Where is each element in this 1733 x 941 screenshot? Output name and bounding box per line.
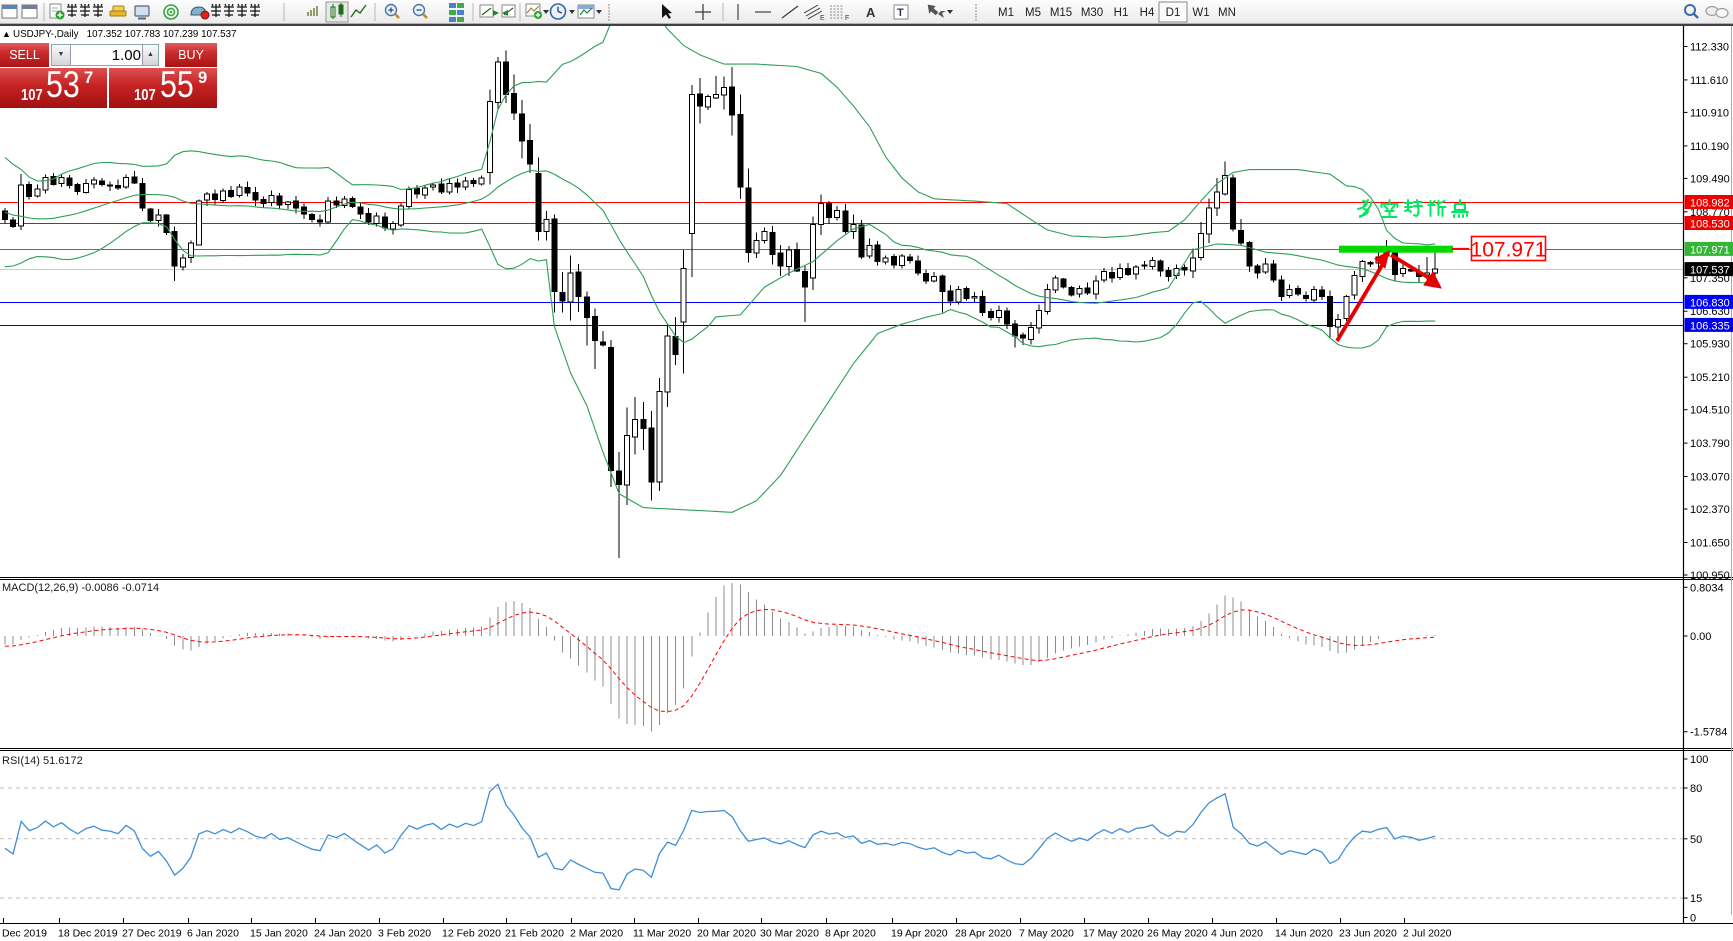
svg-text:4 Jun 2020: 4 Jun 2020	[1211, 928, 1263, 940]
svg-text:E: E	[820, 15, 825, 22]
svg-text:104.510: 104.510	[1690, 405, 1730, 417]
svg-text:103.070: 103.070	[1690, 472, 1730, 484]
svg-text:103.790: 103.790	[1690, 438, 1730, 450]
svg-text:0: 0	[1690, 913, 1696, 925]
svg-text:106.335: 106.335	[1690, 320, 1730, 332]
svg-text:W1: W1	[1192, 7, 1209, 19]
svg-text:105.930: 105.930	[1690, 339, 1730, 351]
svg-text:26 May 2020: 26 May 2020	[1147, 928, 1208, 940]
svg-text:7 May 2020: 7 May 2020	[1019, 928, 1074, 940]
svg-text:102.370: 102.370	[1690, 504, 1730, 516]
svg-text:107.971: 107.971	[1471, 239, 1547, 262]
svg-text:A: A	[866, 5, 876, 20]
svg-text:H4: H4	[1140, 7, 1155, 19]
svg-text:H1: H1	[1114, 7, 1129, 19]
svg-text:112.330: 112.330	[1690, 42, 1729, 54]
svg-text:6 Jan 2020: 6 Jan 2020	[187, 928, 239, 940]
svg-text:107.537: 107.537	[1690, 265, 1730, 277]
svg-text:0.00: 0.00	[1690, 631, 1711, 643]
svg-text:8 Apr 2020: 8 Apr 2020	[825, 928, 876, 940]
svg-text:M5: M5	[1025, 7, 1041, 19]
svg-text:21 Feb 2020: 21 Feb 2020	[505, 928, 564, 940]
svg-text:M30: M30	[1081, 7, 1103, 19]
svg-text:108.530: 108.530	[1690, 219, 1730, 231]
svg-text:110.910: 110.910	[1690, 107, 1729, 119]
svg-text:M1: M1	[998, 7, 1014, 19]
svg-text:MACD(12,26,9) -0.0086 -0.0714: MACD(12,26,9) -0.0086 -0.0714	[2, 582, 159, 594]
svg-text:11 Mar 2020: 11 Mar 2020	[633, 928, 691, 940]
svg-text:18 Dec 2019: 18 Dec 2019	[58, 928, 118, 940]
svg-text:28 Apr 2020: 28 Apr 2020	[955, 928, 1012, 940]
svg-text:111.610: 111.610	[1690, 75, 1728, 87]
svg-text:Dec 2019: Dec 2019	[2, 928, 47, 940]
svg-text:108.982: 108.982	[1690, 198, 1730, 210]
svg-text:2 Jul 2020: 2 Jul 2020	[1403, 928, 1452, 940]
svg-text:100: 100	[1690, 754, 1708, 766]
svg-text:106.830: 106.830	[1690, 297, 1730, 309]
svg-text:23 Jun 2020: 23 Jun 2020	[1339, 928, 1397, 940]
svg-text:17 May 2020: 17 May 2020	[1083, 928, 1144, 940]
svg-text:50: 50	[1690, 834, 1702, 846]
svg-text:-1.5784: -1.5784	[1690, 727, 1727, 739]
svg-text:F: F	[845, 15, 849, 22]
svg-text:2 Mar 2020: 2 Mar 2020	[570, 928, 623, 940]
svg-text:105.210: 105.210	[1690, 372, 1730, 384]
svg-text:108.770: 108.770	[1690, 207, 1730, 219]
svg-text:107.971: 107.971	[1690, 244, 1730, 256]
svg-text:D1: D1	[1166, 7, 1181, 19]
svg-text:0.8034: 0.8034	[1690, 582, 1724, 594]
svg-text:110.190: 110.190	[1690, 141, 1729, 153]
svg-text:24 Jan 2020: 24 Jan 2020	[314, 928, 372, 940]
svg-text:20 Mar 2020: 20 Mar 2020	[697, 928, 756, 940]
svg-text:106.630: 106.630	[1690, 306, 1730, 318]
svg-text:30 Mar 2020: 30 Mar 2020	[760, 928, 819, 940]
svg-text:15: 15	[1690, 893, 1702, 905]
svg-text:19 Apr 2020: 19 Apr 2020	[891, 928, 948, 940]
svg-text:15 Jan 2020: 15 Jan 2020	[250, 928, 308, 940]
svg-text:27 Dec 2019: 27 Dec 2019	[122, 928, 182, 940]
svg-text:3 Feb 2020: 3 Feb 2020	[378, 928, 431, 940]
svg-text:T: T	[897, 7, 904, 19]
svg-text:100.950: 100.950	[1690, 570, 1730, 582]
svg-text:MN: MN	[1218, 7, 1236, 19]
svg-text:12 Feb 2020: 12 Feb 2020	[442, 928, 501, 940]
svg-text:14 Jun 2020: 14 Jun 2020	[1275, 928, 1333, 940]
svg-text:109.490: 109.490	[1690, 173, 1730, 185]
svg-text:101.650: 101.650	[1690, 538, 1730, 550]
svg-text:RSI(14) 51.6172: RSI(14) 51.6172	[2, 755, 83, 767]
svg-text:80: 80	[1690, 783, 1702, 795]
svg-text:M15: M15	[1050, 7, 1072, 19]
